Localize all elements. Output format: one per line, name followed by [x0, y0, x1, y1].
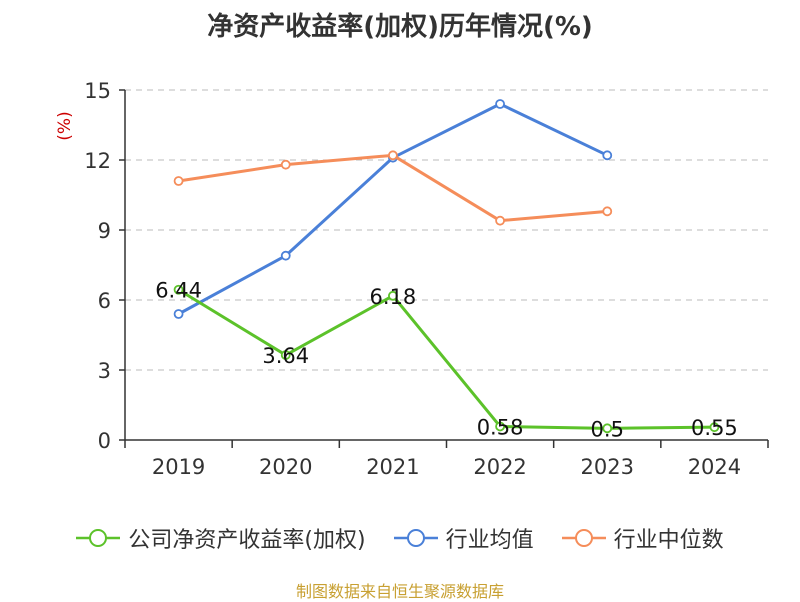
source-note: 制图数据来自恒生聚源数据库: [295, 582, 504, 601]
data-label: 3.64: [262, 344, 309, 368]
legend-label: 行业均值: [445, 528, 534, 553]
y-tick-label: 9: [98, 219, 111, 243]
x-tick-label: 2023: [581, 455, 634, 479]
data-point: [173, 284, 184, 295]
y-tick-label: 12: [84, 149, 111, 173]
data-point: [602, 423, 613, 434]
legend-label: 公司净资产收益率(加权): [128, 528, 366, 553]
x-tick-label: 2021: [366, 455, 419, 479]
y-tick-label: 6: [98, 289, 111, 313]
legend-item[interactable]: 行业中位数: [561, 522, 724, 554]
data-label: 0.5: [591, 417, 624, 441]
series-lines: [173, 99, 720, 434]
x-tick-label: 2020: [259, 455, 312, 479]
x-tick-label: 2022: [473, 455, 526, 479]
x-tick-label: 2019: [152, 455, 205, 479]
legend-label: 行业中位数: [613, 528, 724, 553]
data-point: [709, 422, 720, 433]
y-axis-unit-label: (%): [55, 111, 75, 140]
data-point: [173, 309, 184, 319]
data-labels: 6.44 3.64 6.18 0.58 0.5 0.55: [155, 279, 738, 442]
data-label: 6.44: [155, 279, 202, 303]
grid-lines: [125, 89, 768, 371]
data-point: [280, 350, 291, 360]
x-tick-label: 2024: [688, 455, 741, 479]
data-point: [280, 159, 291, 170]
data-point: [173, 176, 184, 186]
data-point: [280, 250, 291, 261]
legend-item[interactable]: 公司净资产收益率(加权): [76, 522, 366, 554]
data-point: [495, 421, 505, 432]
series-line: [178, 153, 608, 223]
legend-marker-icon: [561, 529, 606, 547]
legend-marker-icon: [76, 529, 121, 547]
data-label: 0.55: [691, 416, 738, 440]
data-point: [388, 150, 398, 161]
data-label: 6.18: [370, 285, 417, 309]
y-tick-label: 15: [84, 79, 111, 103]
series-line: [177, 102, 608, 316]
axes: 15 12 9 6 3 0 2019 2020 2021 2022 2023 2024 (%): [55, 79, 769, 479]
legend-item[interactable]: 行业均值: [393, 522, 534, 554]
data-point: [495, 99, 505, 109]
data-point: [602, 150, 613, 161]
y-tick-label: 3: [98, 359, 111, 383]
series-line: [177, 288, 715, 430]
legend: 公司净资产收益率(加权) 行业均值 行业中位数: [0, 520, 800, 556]
legend-marker-icon: [393, 529, 438, 547]
data-label: 0.58: [477, 415, 524, 439]
data-point: [388, 290, 398, 301]
chart-title: 净资产收益率(加权)历年情况(%): [207, 12, 593, 42]
y-tick-label: 0: [98, 429, 111, 453]
data-point: [495, 215, 505, 226]
data-point: [602, 206, 613, 217]
